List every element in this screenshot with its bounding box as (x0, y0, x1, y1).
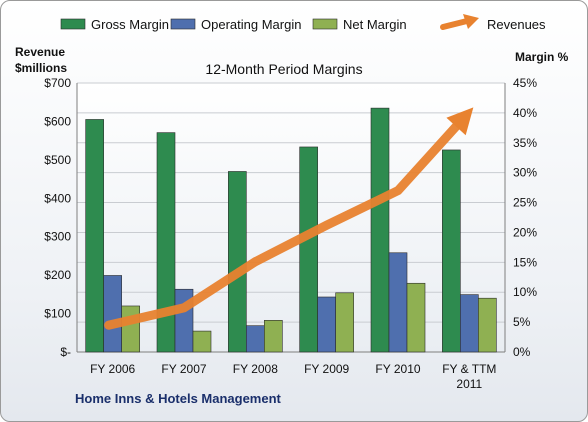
legend-revenues-swatch-head (463, 14, 479, 29)
legend-net-margin-label: Net Margin (343, 17, 407, 32)
revenues-line (104, 121, 461, 330)
legend-gross-margin-label: Gross Margin (91, 17, 169, 32)
legend-revenues-swatch (440, 18, 470, 30)
gross-margin-bar (370, 107, 390, 353)
right-tick-label: 15% (513, 255, 537, 269)
category-label: FY 2010 (375, 362, 420, 376)
legend-revenues-label: Revenues (487, 17, 546, 32)
net-margin-bar (335, 292, 354, 353)
left-axis-ticks: $- $100 $200 $300 $400 $500 $600 $700 (44, 76, 71, 359)
right-tick-label: 5% (513, 315, 531, 329)
left-tick-label: $- (60, 345, 71, 359)
right-tick-label: 10% (513, 285, 537, 299)
category-label: 2011 (456, 377, 482, 391)
left-tick-label: $100 (44, 307, 71, 321)
gross-margin-bar (299, 146, 318, 353)
left-tick-label: $300 (44, 230, 71, 244)
right-tick-label: 45% (513, 76, 537, 90)
legend-gross-margin-swatch (60, 18, 86, 30)
left-tick-label: $400 (44, 191, 71, 205)
operating-margin-bar (317, 296, 336, 353)
net-margin-bar (264, 320, 283, 353)
right-axis-title: Margin % (515, 50, 569, 64)
left-tick-label: $700 (44, 76, 71, 90)
gridlines (76, 82, 506, 353)
revenue-arrow-group (104, 107, 474, 330)
net-margin-bar (192, 330, 212, 353)
revenues-arrowhead (446, 107, 474, 136)
category-label: FY 2009 (304, 362, 349, 376)
company-name: Home Inns & Hotels Management (75, 391, 282, 406)
legend-net-margin-swatch (312, 18, 338, 30)
plot-area (77, 83, 505, 352)
category-label: FY & TTM (442, 362, 496, 376)
operating-margin-bar (388, 252, 408, 353)
operating-margin-bar (103, 275, 122, 353)
right-tick-label: 25% (513, 196, 537, 210)
left-axis-title-line2: $millions (15, 61, 67, 75)
operating-margin-bar (460, 294, 479, 353)
operating-margin-bar (246, 325, 265, 353)
net-margin-bar (406, 282, 426, 353)
right-tick-label: 35% (513, 136, 537, 150)
right-axis-ticks: 0% 5% 10% 15% 20% 25% 30% 35% 40% 45% (513, 76, 537, 359)
chart-title: 12-Month Period Margins (205, 61, 362, 77)
gross-margin-bar (85, 119, 104, 353)
legend: Gross Margin Operating Margin Net Margin Re… (60, 14, 546, 32)
gross-margin-bar (442, 149, 461, 353)
net-margin-bar (121, 305, 140, 353)
right-tick-label: 0% (513, 345, 531, 359)
category-labels: FY 2006 FY 2007 FY 2008 FY 2009 FY 2010 FY & … (90, 362, 496, 391)
gross-margin-bar (156, 132, 176, 353)
left-tick-label: $500 (44, 153, 71, 167)
category-label: FY 2007 (161, 362, 206, 376)
legend-operating-margin-swatch (170, 18, 196, 30)
right-tick-label: 40% (513, 106, 537, 120)
legend-operating-margin-label: Operating Margin (201, 17, 301, 32)
right-tick-label: 30% (513, 166, 537, 180)
net-margin-bar (478, 297, 497, 353)
category-label: FY 2008 (233, 362, 278, 376)
left-tick-label: $600 (44, 114, 71, 128)
gross-margin-bar (228, 171, 247, 353)
right-tick-label: 20% (513, 225, 537, 239)
left-tick-label: $200 (44, 268, 71, 282)
left-axis-title-line1: Revenue (15, 45, 65, 59)
category-label: FY 2006 (90, 362, 135, 376)
